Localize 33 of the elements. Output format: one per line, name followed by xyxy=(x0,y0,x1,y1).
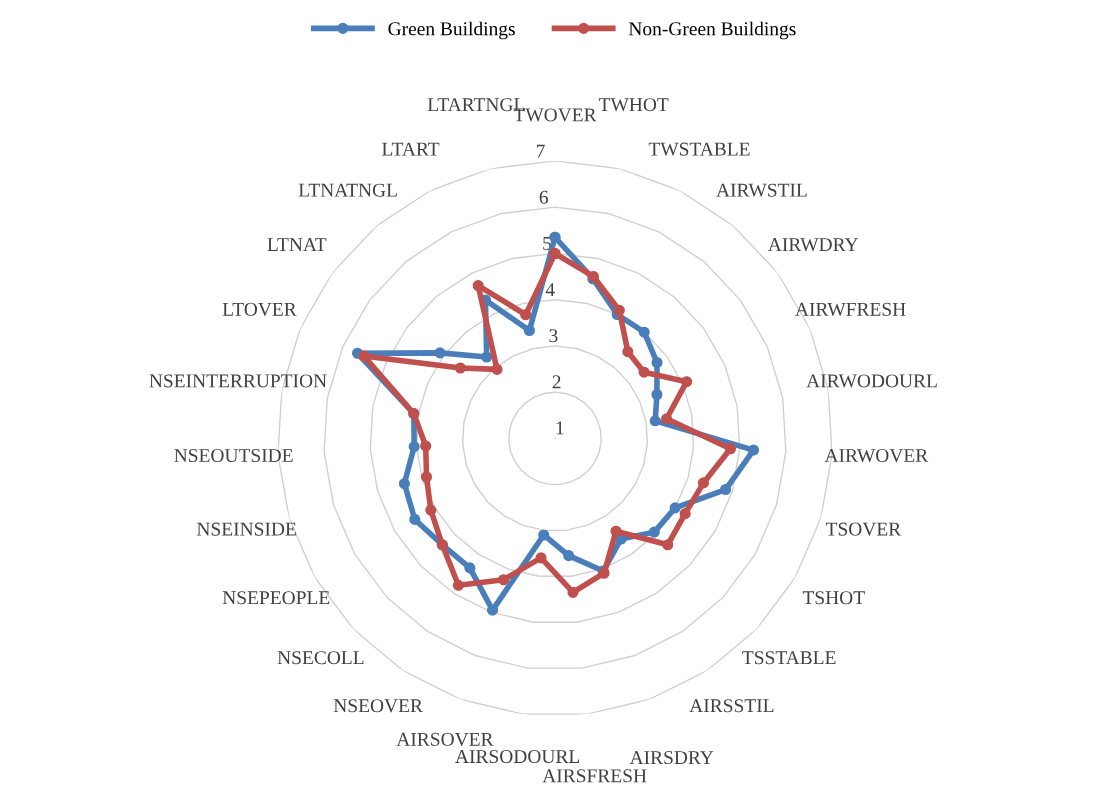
spoke-label: AIRSSTIL xyxy=(689,699,774,713)
legend-label: Non-Green Buildings xyxy=(628,21,796,40)
spoke-label: AIRSOVER xyxy=(396,732,494,746)
spoke-label: AIRWFRESH xyxy=(795,302,906,316)
spoke-label: NSEINTERRUPTION xyxy=(149,374,327,388)
spoke-label: LTNATNGL xyxy=(298,183,397,197)
spoke-label: NSEOVER xyxy=(333,699,423,713)
y-tick-label: 6 xyxy=(539,190,549,204)
y-tick-label: 2 xyxy=(552,375,561,389)
y-tick-label: 3 xyxy=(549,329,558,343)
spoke-label: AIRWODOURL xyxy=(806,374,937,388)
y-tick-label: 4 xyxy=(545,283,555,296)
y-tick-label: 7 xyxy=(536,144,545,158)
spoke-label: TWSTABLE xyxy=(648,142,750,156)
spoke-label: NSECOLL xyxy=(277,651,364,665)
spoke-label: TSHOT xyxy=(802,591,865,605)
spoke-label: LTART xyxy=(382,142,440,156)
spoke-label: AIRSODOURL xyxy=(455,750,580,764)
spoke-label: AIRSDRY xyxy=(629,751,714,765)
spoke-label: NSEINSIDE xyxy=(196,522,296,536)
spoke-label: NSEOUTSIDE xyxy=(174,449,293,463)
spoke-label: TWHOT xyxy=(598,98,669,112)
legend-label: Green Buildings xyxy=(388,21,515,40)
spoke-label: LTOVER xyxy=(222,302,297,316)
spoke-label: AIRWOVER xyxy=(824,449,929,463)
spoke-label: AIRSFRESH xyxy=(542,769,647,783)
spoke-label: LTNAT xyxy=(267,238,327,251)
spoke-label: TSOVER xyxy=(825,522,902,536)
spoke-label: AIRWSTIL xyxy=(716,183,807,197)
spoke-label: TSSTABLE xyxy=(742,651,836,665)
y-tick-label: 1 xyxy=(556,421,564,435)
spoke-label: AIRWDRY xyxy=(768,238,859,252)
spoke-label: NSEPEOPLE xyxy=(222,591,330,605)
